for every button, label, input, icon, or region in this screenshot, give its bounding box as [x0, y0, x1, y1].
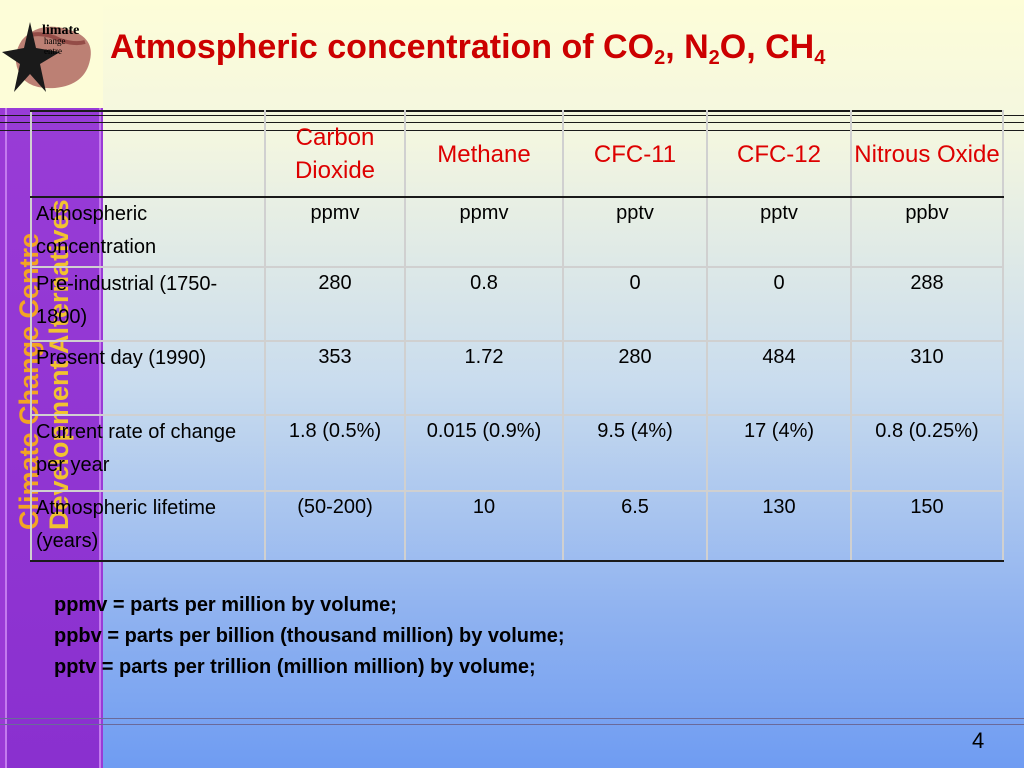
table-cell: 1.72	[404, 340, 564, 416]
table-cell: (50-200)	[264, 490, 406, 562]
footnote: ppbv = parts per billion (thousand milli…	[54, 625, 565, 647]
table-cell: 0.8 (0.25%)	[850, 414, 1004, 492]
table-header-row: Carbon Dioxide Methane CFC-11 CFC-12 Nit…	[30, 110, 1004, 198]
page-title: Atmospheric concentration of CO2, N2O, C…	[110, 28, 825, 70]
title-mid-1: , N	[665, 28, 709, 66]
table-row: Atmospheric concentration ppmv ppmv pptv…	[30, 196, 1004, 268]
table-row: Current rate of change per year 1.8 (0.5…	[30, 414, 1004, 492]
title-prefix: Atmospheric concentration of CO	[110, 28, 655, 66]
star-globe-icon: limate hange entre	[2, 22, 91, 92]
logo-text-2: hange	[44, 36, 66, 46]
table-cell: 0	[706, 266, 852, 342]
row-label: Atmospheric concentration	[30, 196, 266, 268]
table-cell: 130	[706, 490, 852, 562]
table-cell: 10	[404, 490, 564, 562]
table-cell: 310	[850, 340, 1004, 416]
logo-text-1: limate	[42, 23, 79, 38]
title-sub-2: 2	[708, 47, 720, 69]
table-cell: 288	[850, 266, 1004, 342]
row-label: Present day (1990)	[30, 340, 266, 416]
table-cell: 150	[850, 490, 1004, 562]
table-row: Present day (1990) 353 1.72 280 484 310	[30, 340, 1004, 416]
row-label: Pre-industrial (1750-1800)	[30, 266, 266, 342]
footnote: ppmv = parts per million by volume;	[54, 594, 397, 616]
table-cell: 0.015 (0.9%)	[404, 414, 564, 492]
table-cell: 6.5	[562, 490, 708, 562]
footnotes: ppmv = parts per million by volume; ppbv…	[54, 590, 565, 683]
table-cell: 9.5 (4%)	[562, 414, 708, 492]
row-label: Current rate of change per year	[30, 414, 266, 492]
divider-line	[0, 724, 1024, 725]
column-header: Nitrous Oxide	[850, 110, 1004, 198]
column-header	[30, 110, 266, 198]
table-cell: 0.8	[404, 266, 564, 342]
table-cell: pptv	[562, 196, 708, 268]
footnote: pptv = parts per trillion (million milli…	[54, 656, 536, 678]
column-header: Carbon Dioxide	[264, 110, 406, 198]
table-cell: ppbv	[850, 196, 1004, 268]
title-mid-2: O, CH	[719, 28, 815, 66]
table-cell: 353	[264, 340, 406, 416]
column-header: Methane	[404, 110, 564, 198]
logo: limate hange entre	[0, 0, 103, 108]
divider-line	[0, 718, 1024, 719]
title-sub-1: 2	[654, 47, 666, 69]
column-header: CFC-11	[562, 110, 708, 198]
table-cell: ppmv	[404, 196, 564, 268]
table-cell: 0	[562, 266, 708, 342]
logo-text-3: entre	[44, 46, 62, 56]
page-number: 4	[972, 728, 985, 753]
title-sub-3: 4	[814, 47, 826, 69]
table-row: Pre-industrial (1750-1800) 280 0.8 0 0 2…	[30, 266, 1004, 342]
column-header: CFC-12	[706, 110, 852, 198]
table-cell: ppmv	[264, 196, 406, 268]
table-cell: 17 (4%)	[706, 414, 852, 492]
table-row: Atmospheric lifetime (years) (50-200) 10…	[30, 490, 1004, 562]
table-cell: 280	[562, 340, 708, 416]
row-label: Atmospheric lifetime (years)	[30, 490, 266, 562]
concentration-table: Carbon Dioxide Methane CFC-11 CFC-12 Nit…	[30, 110, 1004, 562]
table-cell: 1.8 (0.5%)	[264, 414, 406, 492]
table-cell: 484	[706, 340, 852, 416]
table-cell: pptv	[706, 196, 852, 268]
table-cell: 280	[264, 266, 406, 342]
